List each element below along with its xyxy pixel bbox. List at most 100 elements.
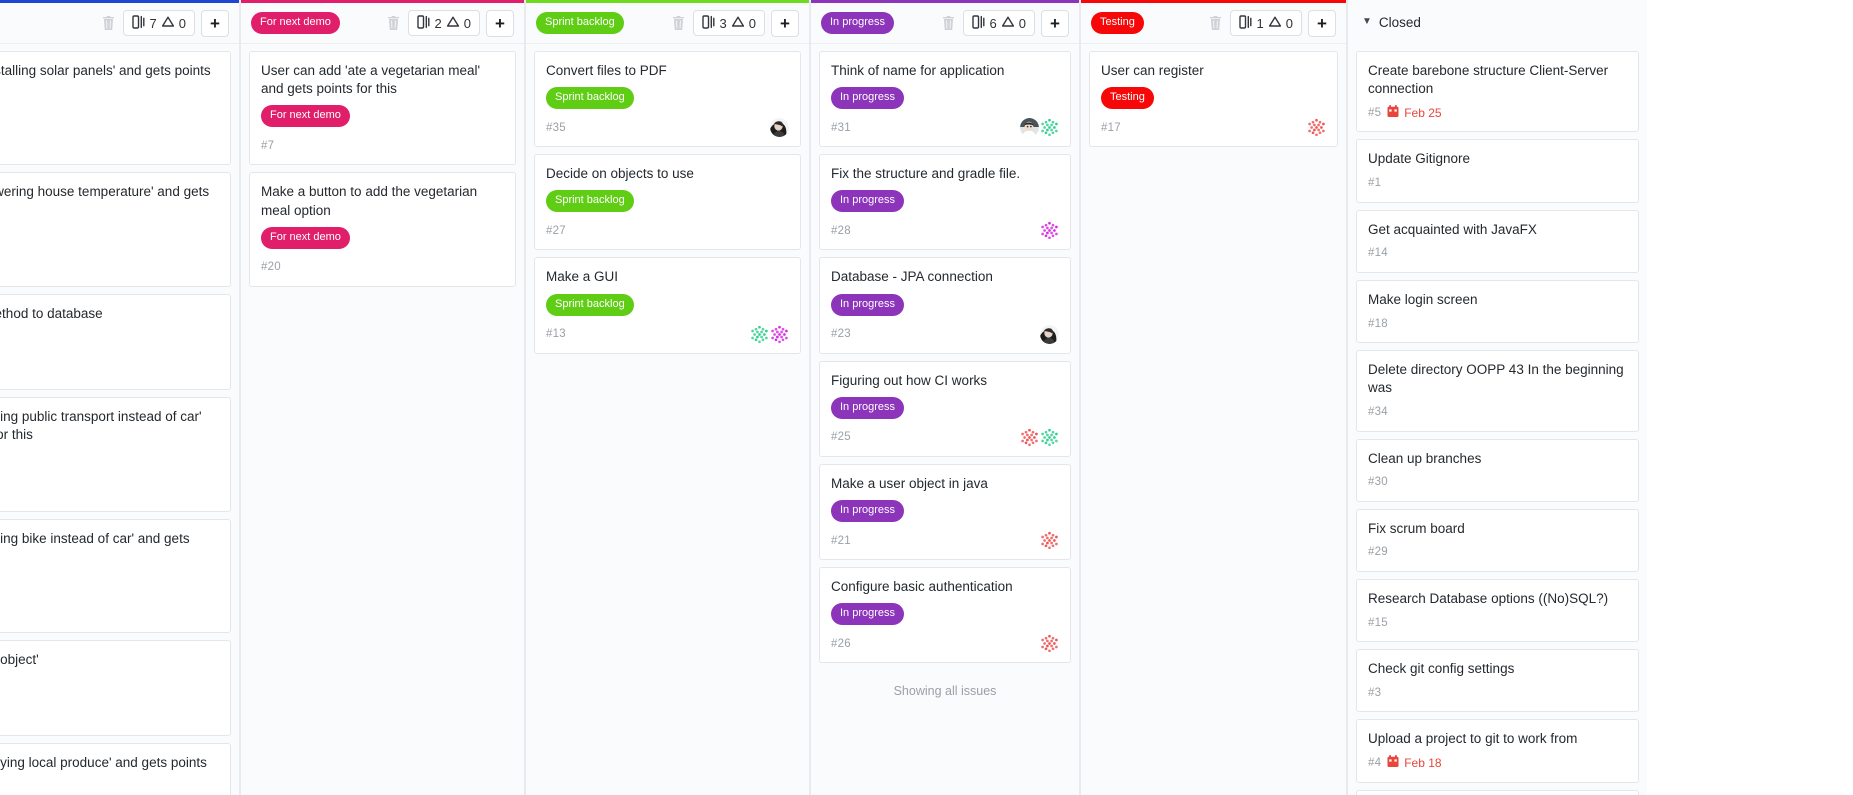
closed-issue-card[interactable]: Get acquainted with JavaFX #14 <box>1356 209 1639 273</box>
avatar-identicon-red[interactable] <box>1040 531 1059 551</box>
closed-issue-card[interactable]: Fill in Scrum board <box>1356 789 1639 795</box>
issue-card[interactable]: User can add 'Using bike instead of car'… <box>0 518 231 633</box>
issue-card[interactable]: Think of name for application In progress… <box>819 51 1071 148</box>
issue-number: #5 <box>1368 106 1382 119</box>
assignee-avatars[interactable] <box>770 118 789 138</box>
avatar-identicon-magenta[interactable] <box>770 324 789 344</box>
avatar-photo-dark[interactable] <box>770 118 789 138</box>
add-issue-button-sprint-backlog[interactable]: + <box>771 9 799 37</box>
avatar-identicon-red[interactable] <box>1040 634 1059 654</box>
issue-card[interactable]: Configure basic authentication In progres… <box>819 567 1071 664</box>
avatar-identicon-green[interactable] <box>1040 118 1059 138</box>
delete-column-icon[interactable] <box>386 15 402 31</box>
issue-card-label: Testing <box>1101 87 1154 110</box>
add-issue-button-testing[interactable]: + <box>1308 9 1336 37</box>
issue-card[interactable]: User can add 'Using public transport ins… <box>0 397 231 512</box>
closed-issue-card[interactable]: Check git config settings #3 <box>1356 649 1639 713</box>
issue-card[interactable]: User can add 'ate a vegetarian meal' and… <box>249 51 516 166</box>
issue-card[interactable]: User can add 'installing solar panels' a… <box>0 51 231 166</box>
issue-card[interactable]: Convert files to PDF Sprint backlog #35 <box>534 51 801 148</box>
closed-issue-card[interactable]: Update Gitignore #1 <box>1356 139 1639 203</box>
column-status-pill: For next demo <box>251 12 340 34</box>
issue-card[interactable]: Decide on objects to use Sprint backlog #2… <box>534 154 801 251</box>
closed-issue-card[interactable]: Create barebone structure Client-Server … <box>1356 51 1639 133</box>
assignee-avatars[interactable] <box>1040 531 1059 551</box>
avatar-identicon-magenta[interactable] <box>1040 221 1059 241</box>
avatar-identicon-red[interactable] <box>1307 118 1326 138</box>
avatar-identicon-red[interactable] <box>1020 427 1039 447</box>
issue-card-title: Make a GUI <box>546 269 619 285</box>
closed-issue-card[interactable]: Delete directory OOPP 43 In the beginnin… <box>1356 350 1639 432</box>
closed-issue-title: Upload a project to git to work from <box>1368 731 1578 747</box>
blocked-count-icon <box>446 15 460 32</box>
issue-card-title: Make a button to add the vegetarian meal… <box>261 184 478 218</box>
chevron-down-icon[interactable]: ▼ <box>1362 16 1372 27</box>
closed-body[interactable]: Create barebone structure Client-Server … <box>1348 44 1647 795</box>
column-body-testing[interactable]: User can register Testing #17 <box>1081 44 1346 795</box>
issue-card-footer <box>0 483 219 502</box>
issue-card-label: For next demo <box>261 226 350 249</box>
delete-column-icon[interactable] <box>101 15 117 31</box>
due-date: Feb 18 <box>1387 755 1442 771</box>
issue-number: #3 <box>1368 686 1382 699</box>
issue-count-value: 7 <box>149 15 157 31</box>
issue-card[interactable]: Make a user object in java In progress #21 <box>819 463 1071 561</box>
issue-card[interactable]: User can add 'lowering house temperature… <box>0 172 231 287</box>
closed-header[interactable]: ▼ Closed <box>1348 0 1647 44</box>
issue-card-footer: #20 <box>261 258 504 277</box>
column-body-backlog[interactable]: User can add 'installing solar panels' a… <box>0 44 239 795</box>
assignee-avatars[interactable] <box>1040 634 1059 654</box>
issue-card[interactable]: Make an 'activity object'Backlog <box>0 639 231 737</box>
issue-count-icon <box>701 14 716 32</box>
closed-issue-footer: #4 Feb 18 <box>1368 754 1627 773</box>
column-accent-bar <box>0 0 239 3</box>
add-issue-button-for-next-demo[interactable]: + <box>486 9 514 37</box>
avatar-photo-dark[interactable] <box>1040 324 1059 344</box>
assignee-avatars[interactable] <box>1020 427 1059 447</box>
delete-column-icon[interactable] <box>671 15 687 31</box>
column-status-pill: In progress <box>821 12 895 34</box>
closed-issue-card[interactable]: Fix scrum board #29 <box>1356 508 1639 572</box>
delete-column-icon[interactable] <box>941 15 957 31</box>
issue-card-title: Connect login method to database <box>0 305 103 321</box>
add-issue-button-in-progress[interactable]: + <box>1041 9 1069 37</box>
closed-issue-card[interactable]: Research Database options ((No)SQL?) #15 <box>1356 578 1639 643</box>
issue-card[interactable]: User can add 'Buying local produce' and … <box>0 743 231 795</box>
assignee-avatars[interactable] <box>1020 118 1059 138</box>
closed-issue-card[interactable]: Upload a project to git to work from #4 Fe… <box>1356 719 1639 783</box>
column-body-sprint-backlog[interactable]: Convert files to PDF Sprint backlog #35 Dec… <box>526 44 809 795</box>
issue-card-footer: #28 <box>831 221 1059 241</box>
issue-card-title: User can register <box>1101 63 1204 78</box>
issue-card[interactable]: Make a GUI Sprint backlog #13 <box>534 257 801 354</box>
column-body-in-progress[interactable]: Think of name for application In progress… <box>811 44 1079 795</box>
closed-issue-footer: #34 <box>1368 403 1627 422</box>
issue-number: #1 <box>1368 177 1382 190</box>
issue-card[interactable]: User can register Testing #17 <box>1089 51 1338 148</box>
closed-issue-title: Create barebone structure Client-Server … <box>1368 63 1609 97</box>
column-accent-bar <box>811 0 1079 3</box>
issue-card-label: In progress <box>831 190 905 213</box>
avatar-photo-person[interactable] <box>1020 118 1039 138</box>
issue-card-title: User can add 'installing solar panels' a… <box>0 63 211 78</box>
avatar-identicon-green[interactable] <box>750 324 769 344</box>
add-issue-button-backlog[interactable]: + <box>201 9 229 37</box>
closed-issue-card[interactable]: Clean up branches #30 <box>1356 438 1639 502</box>
issue-card[interactable]: Connect login method to databaseBacklog <box>0 293 231 391</box>
issue-card[interactable]: Database - JPA connection In progress #23 <box>819 257 1071 354</box>
issue-card-footer: #26 <box>831 634 1059 654</box>
assignee-avatars[interactable] <box>1040 324 1059 344</box>
delete-column-icon[interactable] <box>1208 15 1224 31</box>
issue-card[interactable]: Fix the structure and gradle file. In pro… <box>819 154 1071 251</box>
closed-issue-card[interactable]: Make login screen #18 <box>1356 279 1639 344</box>
issue-card[interactable]: Figuring out how CI works In progress #25 <box>819 360 1071 457</box>
column-in-progress: In progress 6 0 + Think of name for applicat… <box>810 0 1080 795</box>
avatar-identicon-green[interactable] <box>1040 427 1059 447</box>
assignee-avatars[interactable] <box>750 324 789 344</box>
assignee-avatars[interactable] <box>1040 221 1059 241</box>
issue-count-icon <box>1238 14 1253 32</box>
assignee-avatars[interactable] <box>1307 118 1326 138</box>
column-body-for-next-demo[interactable]: User can add 'ate a vegetarian meal' and… <box>241 44 524 795</box>
issue-card[interactable]: Make a button to add the vegetarian meal… <box>249 172 516 287</box>
